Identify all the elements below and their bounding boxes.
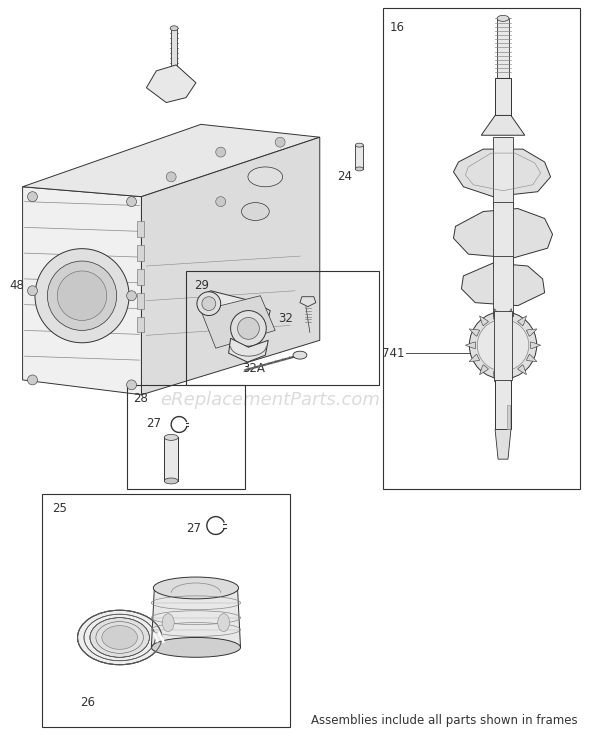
Circle shape bbox=[238, 317, 260, 340]
Polygon shape bbox=[480, 365, 489, 374]
Bar bbox=[494, 311, 512, 380]
Bar bbox=[493, 137, 513, 207]
Ellipse shape bbox=[90, 617, 149, 658]
Ellipse shape bbox=[293, 351, 307, 359]
Polygon shape bbox=[229, 338, 268, 362]
Circle shape bbox=[28, 192, 37, 201]
Text: 25: 25 bbox=[53, 502, 67, 515]
Circle shape bbox=[28, 286, 37, 296]
Bar bbox=[136, 293, 145, 308]
Text: eReplacementParts.com: eReplacementParts.com bbox=[160, 391, 380, 409]
Bar bbox=[186, 271, 379, 385]
Polygon shape bbox=[454, 149, 550, 197]
Ellipse shape bbox=[170, 26, 178, 30]
Polygon shape bbox=[506, 308, 513, 319]
Polygon shape bbox=[201, 296, 275, 348]
Text: 26: 26 bbox=[80, 696, 95, 710]
Circle shape bbox=[477, 319, 529, 371]
Polygon shape bbox=[466, 342, 476, 348]
Polygon shape bbox=[152, 588, 241, 647]
Polygon shape bbox=[22, 124, 320, 197]
Circle shape bbox=[231, 311, 266, 346]
Ellipse shape bbox=[497, 16, 509, 22]
Text: 28: 28 bbox=[133, 392, 149, 405]
Ellipse shape bbox=[57, 271, 107, 320]
Ellipse shape bbox=[162, 614, 174, 632]
Circle shape bbox=[28, 375, 37, 385]
Polygon shape bbox=[454, 209, 553, 258]
Text: 32A: 32A bbox=[242, 362, 266, 374]
Polygon shape bbox=[526, 354, 537, 362]
Ellipse shape bbox=[77, 610, 162, 665]
Text: 24: 24 bbox=[337, 170, 353, 184]
Bar bbox=[383, 8, 581, 489]
Polygon shape bbox=[494, 372, 500, 382]
Bar bbox=[507, 405, 510, 429]
Bar bbox=[493, 256, 513, 316]
Circle shape bbox=[216, 147, 225, 157]
Polygon shape bbox=[142, 137, 320, 395]
Polygon shape bbox=[517, 316, 526, 325]
Ellipse shape bbox=[218, 614, 230, 632]
Ellipse shape bbox=[241, 203, 269, 221]
Bar bbox=[164, 438, 178, 481]
Circle shape bbox=[202, 296, 216, 311]
Circle shape bbox=[216, 197, 225, 207]
Bar bbox=[136, 245, 145, 261]
Ellipse shape bbox=[47, 261, 117, 331]
Bar bbox=[355, 145, 363, 169]
Polygon shape bbox=[494, 308, 500, 319]
Text: 29: 29 bbox=[194, 279, 209, 292]
Polygon shape bbox=[495, 429, 511, 459]
Bar bbox=[136, 221, 145, 237]
Ellipse shape bbox=[164, 435, 178, 441]
Bar bbox=[136, 269, 145, 285]
Ellipse shape bbox=[248, 167, 283, 186]
Polygon shape bbox=[480, 316, 489, 325]
Polygon shape bbox=[506, 372, 513, 382]
Ellipse shape bbox=[355, 167, 363, 171]
Text: 27: 27 bbox=[146, 417, 162, 430]
Circle shape bbox=[166, 172, 176, 182]
Polygon shape bbox=[526, 329, 537, 337]
Ellipse shape bbox=[102, 626, 137, 649]
Polygon shape bbox=[469, 329, 480, 337]
Circle shape bbox=[127, 380, 136, 390]
Ellipse shape bbox=[355, 143, 363, 147]
Polygon shape bbox=[530, 342, 540, 348]
Ellipse shape bbox=[164, 478, 178, 484]
Bar bbox=[497, 19, 509, 78]
Bar bbox=[493, 201, 513, 266]
Circle shape bbox=[127, 197, 136, 207]
Circle shape bbox=[469, 311, 537, 379]
Text: 48: 48 bbox=[9, 279, 25, 292]
Text: 27: 27 bbox=[186, 522, 201, 535]
Circle shape bbox=[127, 291, 136, 301]
Polygon shape bbox=[146, 65, 196, 103]
Ellipse shape bbox=[152, 637, 241, 658]
Text: 741: 741 bbox=[382, 347, 405, 360]
Ellipse shape bbox=[153, 577, 238, 599]
Polygon shape bbox=[469, 354, 480, 362]
Text: 16: 16 bbox=[390, 22, 405, 34]
Bar bbox=[136, 317, 145, 332]
Text: 32: 32 bbox=[278, 312, 293, 325]
Bar bbox=[42, 494, 290, 727]
Text: Assemblies include all parts shown in frames: Assemblies include all parts shown in fr… bbox=[311, 713, 578, 727]
Bar bbox=[171, 28, 177, 78]
Polygon shape bbox=[517, 365, 526, 374]
Polygon shape bbox=[481, 115, 525, 135]
Bar bbox=[127, 385, 245, 489]
Ellipse shape bbox=[35, 249, 129, 343]
Polygon shape bbox=[461, 263, 545, 305]
Polygon shape bbox=[201, 291, 270, 345]
Polygon shape bbox=[300, 296, 316, 307]
Bar bbox=[495, 375, 511, 429]
Circle shape bbox=[197, 292, 221, 316]
Polygon shape bbox=[22, 186, 142, 395]
Circle shape bbox=[275, 137, 285, 147]
Bar bbox=[495, 78, 511, 117]
